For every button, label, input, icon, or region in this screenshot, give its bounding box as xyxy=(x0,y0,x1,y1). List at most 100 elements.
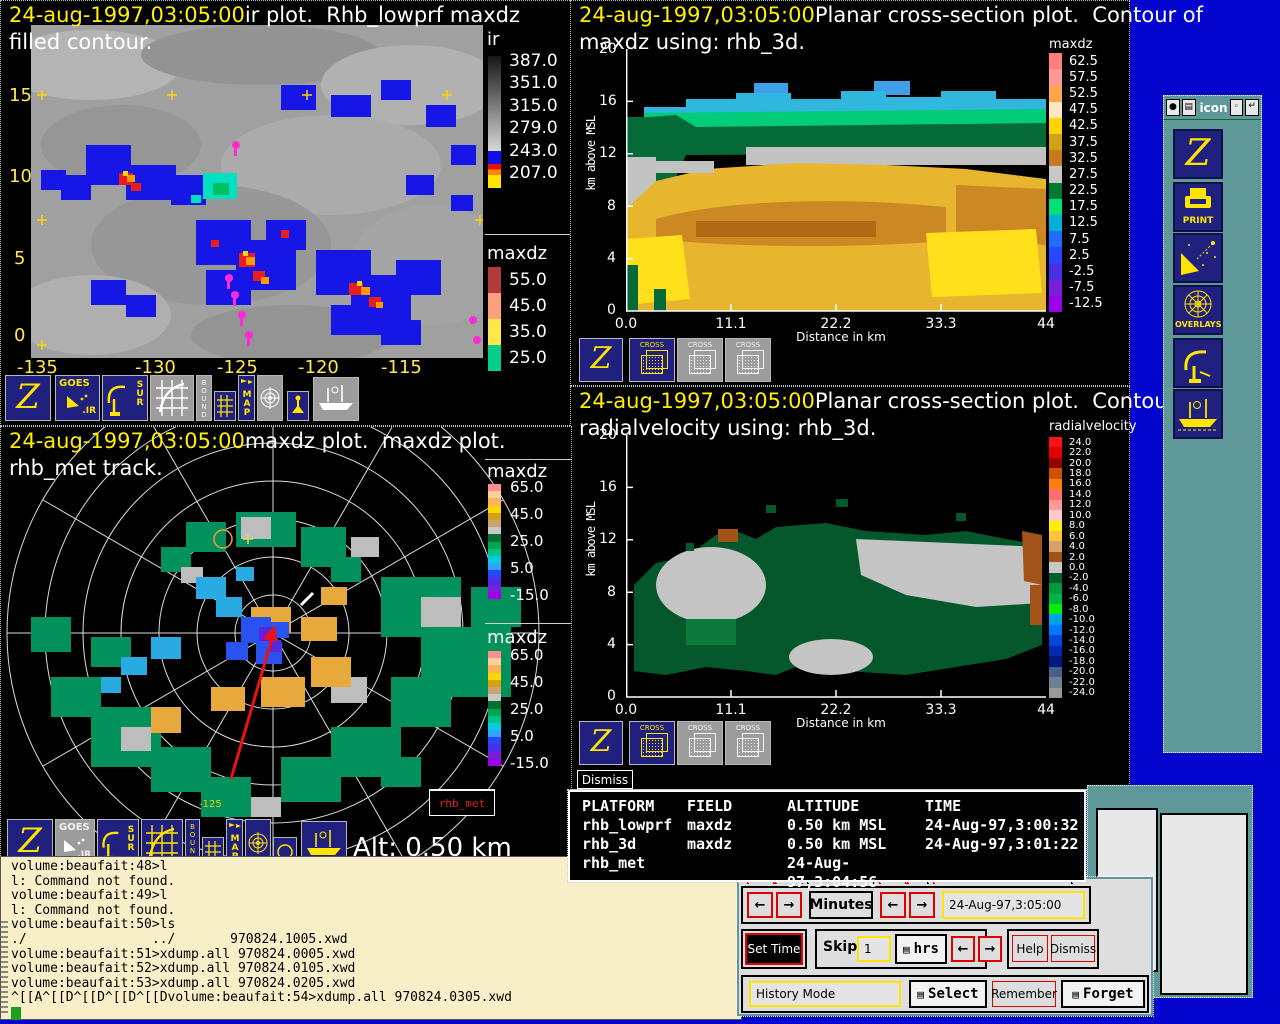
divider xyxy=(485,623,571,624)
overlay-rings-button[interactable] xyxy=(257,375,283,421)
colorbar-title: maxdz xyxy=(487,461,548,482)
window-iconbar: ● ▤ icon ◦ ↵ Z PRINT OVERLAYS xyxy=(1163,95,1262,753)
x-axis-tick: 11.1 xyxy=(715,702,747,718)
cross-section-button-1[interactable]: CROSS SECTION xyxy=(629,338,675,382)
window-doc-button[interactable]: ▤ xyxy=(1181,99,1196,116)
zebra-logo-icon: Z xyxy=(590,341,612,376)
radar-button[interactable] xyxy=(1173,338,1223,388)
map-button[interactable]: MAP xyxy=(226,819,243,867)
x-axis-tick: -135 xyxy=(17,357,58,378)
buoy-button[interactable] xyxy=(287,391,309,421)
minutes-button[interactable]: Minutes xyxy=(809,891,873,919)
print-button[interactable]: PRINT xyxy=(1173,182,1223,232)
y-axis-tick: 16 xyxy=(599,93,617,109)
history-group xyxy=(741,975,1149,1013)
grid-icon xyxy=(217,395,233,417)
terminal-cursor xyxy=(11,1007,21,1020)
skip-label: Skip xyxy=(823,939,858,955)
select-button[interactable]: ▤ Select xyxy=(909,980,987,1008)
rings-icon xyxy=(260,387,280,409)
col-header: FIELD xyxy=(687,797,733,815)
step-back-button[interactable]: ← xyxy=(747,892,773,918)
forget-button[interactable]: ▤ Forget xyxy=(1061,980,1145,1008)
y-axis-label: km above MSL xyxy=(584,116,598,191)
cross-section-button-2[interactable]: CROSS SECTION xyxy=(677,721,723,765)
surveillance-button[interactable]: SUR xyxy=(102,375,148,421)
cross-section-button-3[interactable]: CROSS SECTION xyxy=(725,338,771,382)
time-control-window: ← → Minutes ← → 24-Aug-97,3:05:00 Set Ti… xyxy=(736,876,1154,1017)
x-axis-tick: 0.0 xyxy=(614,702,638,718)
zebra-home-button[interactable]: Z xyxy=(5,375,51,421)
cross-section-button-1[interactable]: CROSS SECTION xyxy=(629,721,675,765)
window-menu-button[interactable]: ● xyxy=(1166,99,1180,116)
minutes-forward-button[interactable]: → xyxy=(909,892,935,918)
ship-button[interactable] xyxy=(313,377,359,421)
skip-forward-button[interactable]: → xyxy=(978,936,1002,962)
x-axis-tick: 22.2 xyxy=(820,702,852,718)
grid-antenna-icon xyxy=(156,380,188,416)
dismiss-button[interactable]: Dismiss xyxy=(1050,935,1096,962)
terminal-window[interactable]: volume:beaufait:48>l l: Command not found… xyxy=(0,856,742,1020)
cross-section-button-2[interactable]: CROSS SECTION xyxy=(677,338,723,382)
title-timestamp: 24-aug-1997,03:05:00 xyxy=(9,3,245,27)
table-row: rhb_3d maxdz 0.50 km MSL 24-Aug-97,3:01:22 xyxy=(582,835,1079,853)
set-time-frame xyxy=(741,929,807,969)
colorbar-title-ir: ir xyxy=(487,29,500,50)
maxdz-colorbar-2 xyxy=(488,651,501,766)
set-time-button[interactable]: Set Time xyxy=(745,933,803,965)
satellite-dish-icon xyxy=(66,394,87,408)
y-axis-label: km above MSL xyxy=(584,502,598,577)
step-forward-button[interactable]: → xyxy=(776,892,802,918)
legend-platform-label: rhb_met xyxy=(438,796,486,810)
bounds-button[interactable]: BOUNDS xyxy=(196,375,212,421)
time-field[interactable]: 24-Aug-97,3:05:00 xyxy=(942,891,1085,919)
bounds-button[interactable]: BOUNDS xyxy=(185,819,200,867)
goes-ir-button[interactable]: GOES .IR xyxy=(55,375,100,421)
zebra-home-button[interactable]: Z xyxy=(579,721,623,765)
x-axis-label: Distance in km xyxy=(796,716,886,730)
terminal-gutter xyxy=(1,921,8,1013)
grid-antenna-button[interactable] xyxy=(150,375,194,421)
satellite-button[interactable] xyxy=(1173,233,1223,283)
x-axis-tick: 33.3 xyxy=(925,702,957,718)
window-ir-plot: 24-aug-1997,03:05:00ir plot. Rhb_lowprf … xyxy=(0,0,572,426)
cross-label: CROSS xyxy=(639,341,665,349)
zebra-home-button[interactable]: Z xyxy=(579,338,623,382)
colorbar-title: maxdz xyxy=(487,627,548,648)
title-timestamp: 24-aug-1997,03:05:00 xyxy=(579,3,815,27)
minutes-back-button[interactable]: ← xyxy=(880,892,906,918)
col-header: PLATFORM xyxy=(582,797,655,815)
overlays-button[interactable]: OVERLAYS xyxy=(1173,285,1223,335)
map-button[interactable]: MAP xyxy=(238,375,255,421)
grid-button[interactable] xyxy=(214,391,236,421)
y-axis-tick: 15 xyxy=(9,85,32,106)
iconbar-titlebar: ● ▤ icon ◦ ↵ xyxy=(1164,96,1261,120)
y-axis-tick: 0 xyxy=(607,688,616,704)
skip-field[interactable]: 1 xyxy=(857,936,891,962)
table-header-row: PLATFORM FIELD ALTITUDE TIME xyxy=(570,792,1084,816)
ship-button[interactable] xyxy=(1173,389,1223,439)
units-dropdown[interactable]: ▤ hrs xyxy=(895,934,947,964)
radialvelocity-colorbar: 24.0 22.0 20.0 18.0 16.0 14.0 12.0 10.0 8.0 6.0 4.… xyxy=(1049,437,1095,698)
ir-label: .IR xyxy=(82,406,96,416)
window-maximize-button[interactable]: ↵ xyxy=(1245,99,1260,116)
cross-section-plot xyxy=(626,49,1046,312)
maxdz-colorbar-2-labels: 65.0 45.0 25.0 5.0 -15.0 xyxy=(510,646,549,772)
dismiss-button[interactable]: Dismiss xyxy=(577,770,633,789)
skip-back-button[interactable]: ← xyxy=(951,936,975,962)
y-axis-tick: 12 xyxy=(599,531,617,547)
window-minimize-button[interactable]: ◦ xyxy=(1229,99,1244,116)
cube-icon xyxy=(641,350,668,374)
radar-antenna-icon xyxy=(107,385,126,416)
cross-section-button-3[interactable]: CROSS SECTION xyxy=(725,721,771,765)
zebra-home-button[interactable]: Z xyxy=(1173,129,1223,179)
remember-button[interactable]: Remember xyxy=(991,981,1057,1007)
cube-icon xyxy=(689,733,716,757)
overlay-rings-icon xyxy=(1184,290,1212,318)
help-button[interactable]: Help xyxy=(1012,935,1048,962)
overlays-label: OVERLAYS xyxy=(1175,320,1222,329)
data-availability-window: PLATFORM FIELD ALTITUDE TIME rhb_lowprf m… xyxy=(567,789,1087,891)
y-axis-tick: 16 xyxy=(599,479,617,495)
history-mode-field[interactable]: History Mode xyxy=(749,981,901,1007)
map-label: MAP xyxy=(242,390,252,417)
